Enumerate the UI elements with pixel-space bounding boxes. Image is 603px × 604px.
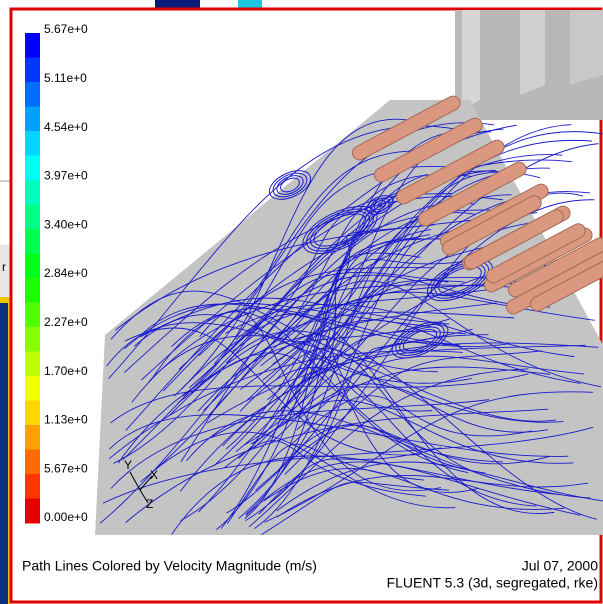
window-fragment bbox=[0, 303, 8, 604]
color-band bbox=[25, 58, 40, 83]
footer-title: Path Lines Colored by Velocity Magnitude… bbox=[22, 558, 317, 574]
color-band bbox=[25, 376, 40, 401]
color-band bbox=[25, 327, 40, 352]
wall bbox=[462, 10, 480, 110]
axis-label: Y bbox=[124, 458, 132, 472]
color-band bbox=[25, 205, 40, 230]
fragment-text: r bbox=[2, 260, 6, 274]
screenshot: r 5.67e+0 5.11e+0 4.54e+0 3.97e+0 3.40e+0 2.8… bbox=[0, 0, 603, 604]
color-band bbox=[25, 474, 40, 499]
legend-label: 1.70e+0 bbox=[44, 364, 88, 378]
legend-label: 3.97e+0 bbox=[44, 169, 88, 183]
color-band bbox=[25, 131, 40, 156]
color-band bbox=[25, 278, 40, 303]
color-band bbox=[25, 499, 40, 524]
legend-label: 3.40e+0 bbox=[44, 217, 88, 231]
legend-label: 5.67e+0 bbox=[44, 22, 88, 36]
color-band bbox=[25, 33, 40, 58]
wall bbox=[570, 10, 603, 85]
color-band bbox=[25, 180, 40, 205]
color-band bbox=[25, 450, 40, 475]
footer-solver: FLUENT 5.3 (3d, segregated, rke) bbox=[387, 575, 598, 591]
color-band bbox=[25, 303, 40, 328]
legend-label: 1.13e+0 bbox=[44, 413, 88, 427]
legend-label: 5.11e+0 bbox=[44, 71, 87, 85]
color-band bbox=[25, 254, 40, 279]
legend-label: 5.67e+0 bbox=[44, 461, 88, 475]
color-band bbox=[25, 352, 40, 377]
color-band bbox=[25, 425, 40, 450]
color-band bbox=[25, 156, 40, 181]
axis-label: Z bbox=[146, 497, 153, 511]
legend-label: 4.54e+0 bbox=[44, 120, 88, 134]
legend-label: 2.84e+0 bbox=[44, 266, 88, 280]
axis-label: X bbox=[150, 468, 158, 482]
color-band bbox=[25, 82, 40, 107]
color-band bbox=[25, 229, 40, 254]
color-band bbox=[25, 107, 40, 132]
wall bbox=[520, 10, 545, 95]
legend-label: 0.00e+0 bbox=[44, 510, 88, 524]
color-band bbox=[25, 401, 40, 426]
legend-label: 2.27e+0 bbox=[44, 315, 88, 329]
footer-date: Jul 07, 2000 bbox=[522, 558, 598, 574]
